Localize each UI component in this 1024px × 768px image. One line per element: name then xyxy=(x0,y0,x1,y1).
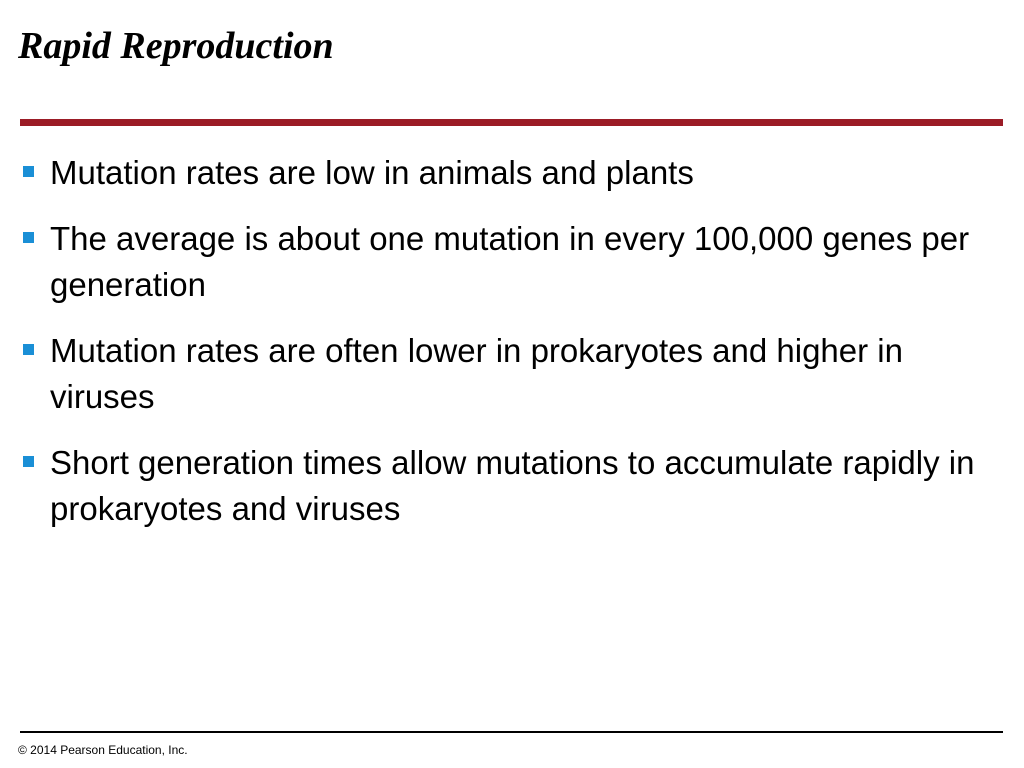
square-bullet-icon xyxy=(23,232,34,243)
slide-title: Rapid Reproduction xyxy=(18,25,334,67)
title-divider xyxy=(20,119,1003,126)
bullet-item: Short generation times allow mutations t… xyxy=(16,440,1006,532)
bullet-list: Mutation rates are low in animals and pl… xyxy=(16,150,1006,552)
bullet-text: Mutation rates are low in animals and pl… xyxy=(50,154,694,191)
bullet-text: The average is about one mutation in eve… xyxy=(50,220,970,303)
square-bullet-icon xyxy=(23,166,34,177)
copyright-notice: © 2014 Pearson Education, Inc. xyxy=(18,743,188,757)
square-bullet-icon xyxy=(23,344,34,355)
bullet-item: The average is about one mutation in eve… xyxy=(16,216,1006,308)
bullet-item: Mutation rates are often lower in prokar… xyxy=(16,328,1006,420)
square-bullet-icon xyxy=(23,456,34,467)
bullet-item: Mutation rates are low in animals and pl… xyxy=(16,150,1006,196)
bullet-text: Mutation rates are often lower in prokar… xyxy=(50,332,903,415)
footer-divider xyxy=(20,731,1003,733)
bullet-text: Short generation times allow mutations t… xyxy=(50,444,975,527)
